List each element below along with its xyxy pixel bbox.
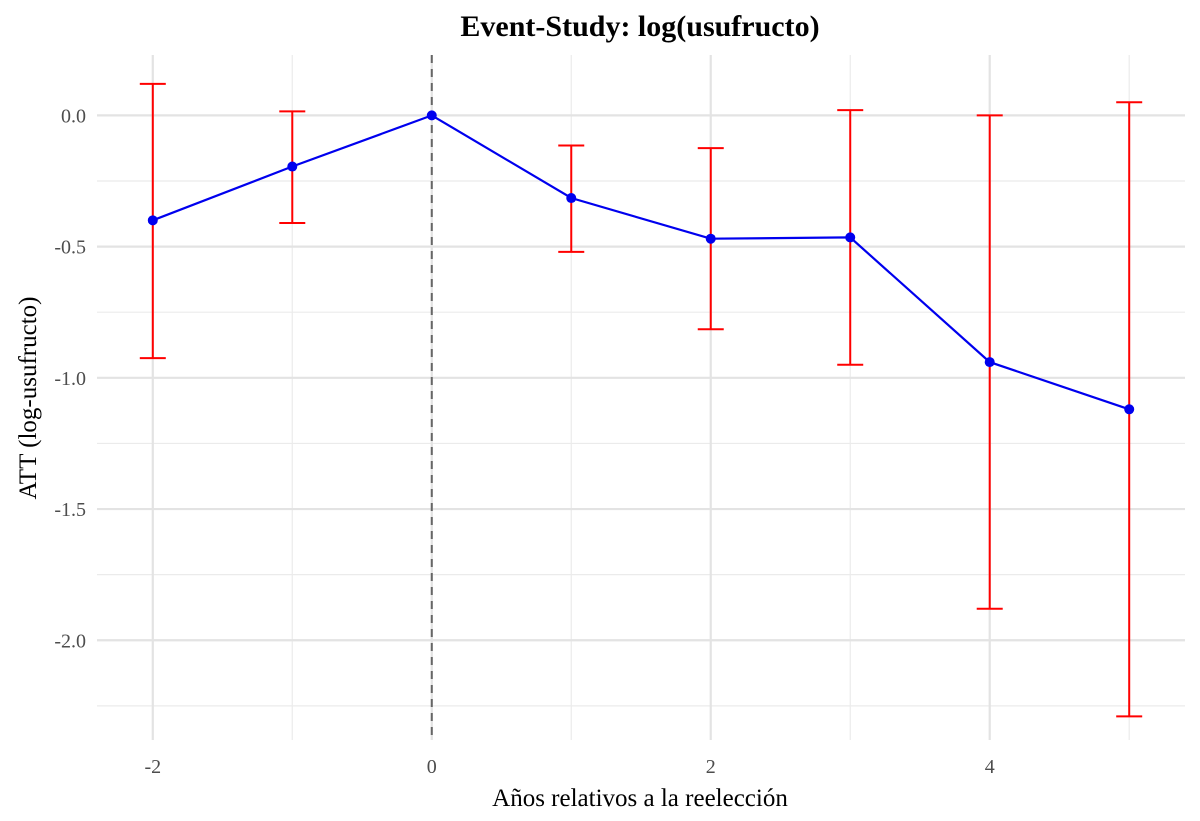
y-tick-label-2: -1.0 (54, 368, 86, 390)
data-point-4 (705, 233, 716, 244)
x-tick-labels: -2 0 2 4 (144, 756, 994, 778)
data-point-6 (984, 357, 995, 368)
series-line (152, 114, 1130, 411)
chart-title: Event-Study: log(usufructo) (460, 10, 819, 43)
error-bars (139, 82, 1143, 718)
data-point-0 (147, 215, 158, 226)
y-tick-label-3: -1.5 (54, 499, 86, 521)
series-line-group (152, 114, 1130, 411)
data-point-1 (287, 161, 298, 172)
data-point-2 (426, 110, 437, 121)
y-axis-title: ATT (log-usufructo) (15, 297, 42, 500)
x-tick-label-1: 0 (427, 756, 437, 778)
grid-lines (97, 55, 1185, 740)
x-tick-label-0: -2 (144, 756, 161, 778)
y-tick-label-4: -2.0 (54, 630, 86, 652)
x-axis-title: Años relativos a la reelección (492, 785, 788, 812)
y-tick-label-1: -0.5 (54, 237, 86, 259)
x-tick-label-3: 4 (985, 756, 995, 778)
data-point-7 (1124, 404, 1135, 415)
data-points (147, 110, 1135, 415)
x-tick-label-2: 2 (706, 756, 716, 778)
data-point-3 (566, 193, 577, 204)
y-tick-labels: 0.0 -0.5 -1.0 -1.5 -2.0 (54, 105, 86, 652)
y-tick-label-0: 0.0 (61, 105, 86, 127)
data-point-5 (845, 232, 856, 243)
